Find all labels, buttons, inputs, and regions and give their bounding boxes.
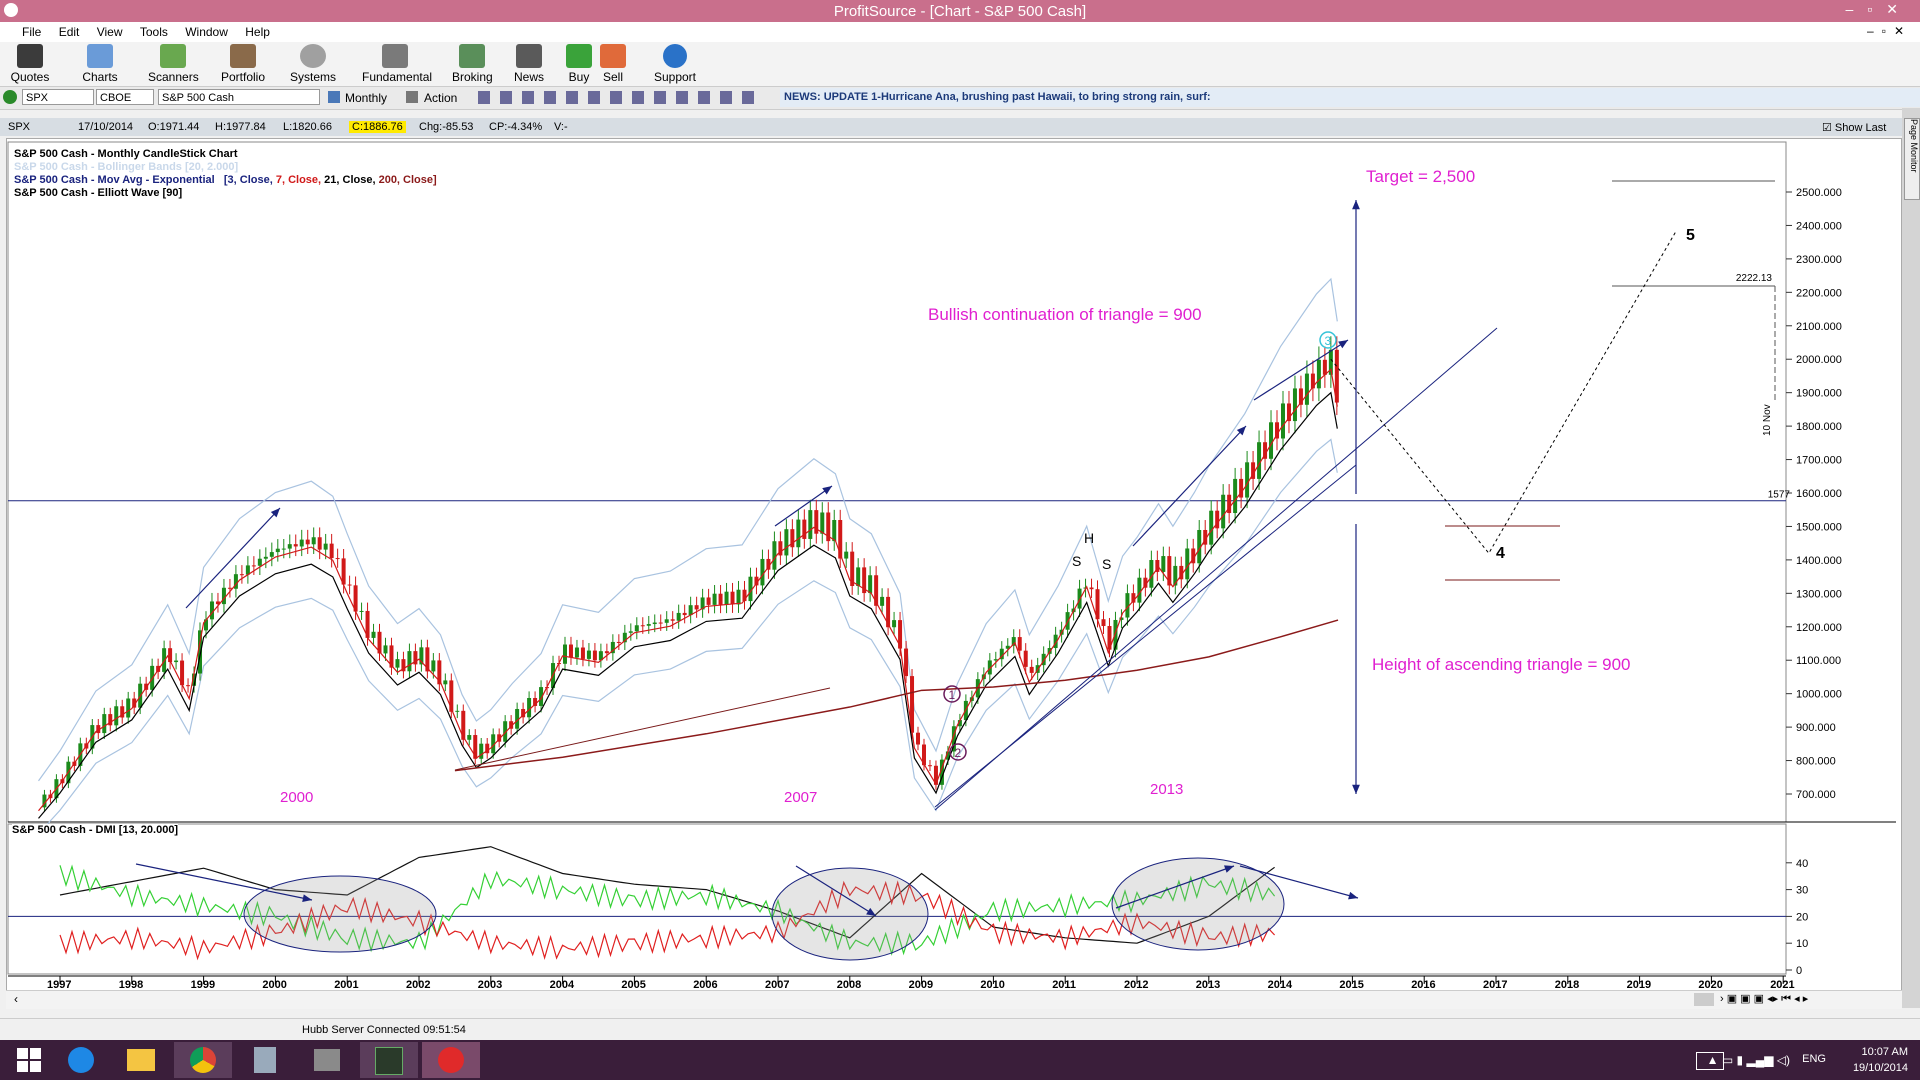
buy-icon <box>566 44 592 68</box>
systems-button[interactable]: Systems <box>290 44 336 84</box>
info-change: Chg:-85.53 <box>419 121 474 133</box>
window-controls[interactable]: –▫✕ <box>1845 1 1912 17</box>
windows-icon <box>17 1048 41 1072</box>
calculator-icon <box>254 1047 276 1073</box>
charts-icon <box>87 44 113 68</box>
server-status: Hubb Server Connected 09:51:54 <box>302 1024 466 1036</box>
menu-help[interactable]: Help <box>245 25 270 39</box>
ie-icon <box>68 1047 94 1073</box>
quotes-icon <box>17 44 43 68</box>
window-title: ProfitSource - [Chart - S&P 500 Cash] <box>833 3 1087 20</box>
legend-bollinger: S&P 500 Cash - Bollinger Bands [20, 2.00… <box>14 161 239 173</box>
info-symbol: SPX <box>8 121 31 133</box>
app-icon-grid <box>314 1049 340 1071</box>
go-app-icon <box>375 1047 403 1075</box>
broking-button[interactable]: Broking <box>452 44 493 84</box>
price-info-bar: SPX 17/10/2014 O:1971.44 H:1977.84 L:182… <box>0 118 1902 136</box>
chrome-icon <box>190 1047 216 1073</box>
chart-scrollbar[interactable]: ‹ › ▣ ▣ ▣ ◂▸ ⏮ ◂ ▸ <box>6 990 1902 1009</box>
taskbar-calculator[interactable] <box>236 1042 294 1078</box>
chart-legend: S&P 500 Cash - Monthly CandleStick Chart… <box>14 148 437 200</box>
status-bar: Hubb Server Connected 09:51:54 <box>0 1018 1920 1041</box>
keyboard-icon[interactable] <box>1696 1052 1724 1070</box>
taskbar-go[interactable] <box>360 1042 418 1078</box>
sell-icon <box>600 44 626 68</box>
profitsource-icon <box>438 1047 464 1073</box>
buy-button[interactable]: Buy <box>564 44 594 84</box>
info-close: C:1886.76 <box>349 121 406 133</box>
info-high: H:1977.84 <box>215 121 266 133</box>
info-change-pct: CP:-4.34% <box>489 121 543 133</box>
security-name-field[interactable]: S&P 500 Cash <box>158 89 320 105</box>
systems-icon <box>300 44 326 68</box>
tray-icons[interactable]: ▲ ▭ ▮ ▂▄▆ ◁) <box>1706 1053 1790 1067</box>
exchange-select[interactable]: CBOE <box>96 89 154 105</box>
sell-button[interactable]: Sell <box>598 44 628 84</box>
page-monitor-tab[interactable]: Page Monitor <box>1904 118 1920 200</box>
taskbar-explorer[interactable] <box>112 1042 170 1078</box>
taskbar-profitsource[interactable] <box>422 1042 480 1078</box>
fundamental-button[interactable]: Fundamental <box>362 44 432 84</box>
menu-file[interactable]: File <box>22 25 42 39</box>
period-icon <box>328 91 340 103</box>
menu-tools[interactable]: Tools <box>139 25 168 39</box>
news-button[interactable]: News <box>514 44 544 84</box>
menu-view[interactable]: View <box>96 25 123 39</box>
fundamental-icon <box>382 44 408 68</box>
scanners-icon <box>160 44 186 68</box>
drawing-tools-icons[interactable] <box>478 91 758 104</box>
language-indicator[interactable]: ENG <box>1802 1053 1826 1065</box>
folder-icon <box>127 1049 155 1071</box>
info-date: 17/10/2014 <box>78 121 134 133</box>
scroll-left-icon[interactable]: ‹ <box>14 992 18 1006</box>
symbol-input[interactable]: SPX <box>22 89 94 105</box>
info-open: O:1971.44 <box>148 121 200 133</box>
main-toolbar: Quotes Charts Scanners Portfolio Systems… <box>0 42 1920 98</box>
go-icon[interactable] <box>3 90 17 104</box>
portfolio-icon <box>230 44 256 68</box>
scroll-thumb[interactable] <box>1694 993 1714 1006</box>
legend-moving-average: S&P 500 Cash - Mov Avg - Exponential [3,… <box>14 174 437 186</box>
chart-panel <box>6 138 1902 1000</box>
help-icon <box>663 44 687 68</box>
quotes-button[interactable]: Quotes <box>10 44 50 84</box>
legend-elliott-wave: S&P 500 Cash - Elliott Wave [90] <box>14 187 183 199</box>
scanners-button[interactable]: Scanners <box>148 44 199 84</box>
info-volume: V:- <box>554 121 568 133</box>
app-icon[interactable] <box>4 3 18 17</box>
mdi-controls[interactable]: –▫✕ <box>1867 24 1912 38</box>
period-select[interactable]: Monthly <box>345 91 388 105</box>
menu-window[interactable]: Window <box>185 25 228 39</box>
dmi-legend: S&P 500 Cash - DMI [13, 20.000] <box>12 824 179 836</box>
action-icon <box>406 91 418 103</box>
menu-bar: File Edit View Tools Window Help –▫✕ <box>0 22 1920 42</box>
navigation-icons[interactable]: › ▣ ▣ ▣ ◂▸ ⏮ ◂ ▸ <box>1720 993 1809 1005</box>
taskbar-chrome[interactable] <box>174 1042 232 1078</box>
show-last-checkbox[interactable]: ☑ Show Last <box>1822 122 1887 134</box>
news-icon <box>516 44 542 68</box>
info-low: L:1820.66 <box>283 121 332 133</box>
start-button[interactable] <box>0 1042 58 1078</box>
legend-candlestick: S&P 500 Cash - Monthly CandleStick Chart <box>14 148 238 160</box>
clock[interactable]: 10:07 AM 19/10/2014 <box>1852 1046 1908 1074</box>
charts-button[interactable]: Charts <box>80 44 120 84</box>
title-bar: ProfitSource - [Chart - S&P 500 Cash] –▫… <box>0 0 1920 22</box>
taskbar: ▲ ▭ ▮ ▂▄▆ ◁) ENG 10:07 AM 19/10/2014 <box>0 1040 1920 1080</box>
portfolio-button[interactable]: Portfolio <box>220 44 266 84</box>
action-menu[interactable]: Action <box>424 91 458 105</box>
page-monitor-sidebar: Page Monitor <box>1902 108 1920 1008</box>
news-ticker[interactable]: NEWS: UPDATE 1-Hurricane Ana, brushing p… <box>780 88 1920 107</box>
taskbar-ie[interactable] <box>52 1042 110 1078</box>
taskbar-app[interactable] <box>298 1042 356 1078</box>
chart-toolbar: SPX CBOE S&P 500 Cash Monthly Action NEW… <box>0 86 1920 110</box>
broking-icon <box>459 44 485 68</box>
menu-edit[interactable]: Edit <box>58 25 80 39</box>
